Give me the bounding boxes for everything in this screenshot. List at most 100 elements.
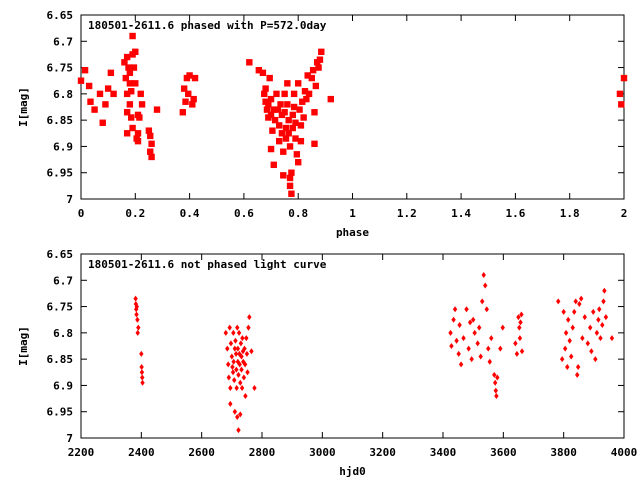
data-point (308, 74, 315, 82)
data-point (449, 343, 454, 349)
data-point (518, 319, 523, 326)
data-point (494, 392, 499, 399)
data-point (280, 172, 287, 179)
data-point (327, 95, 334, 103)
data-point (239, 385, 245, 392)
data-series (133, 272, 615, 434)
data-point (289, 111, 296, 119)
y-tick-label: 6.9 (53, 140, 73, 153)
data-point (139, 350, 144, 357)
data-point (240, 335, 245, 342)
data-point (594, 329, 600, 336)
data-point (573, 298, 578, 305)
data-point (136, 114, 143, 121)
data-point (134, 311, 139, 318)
data-point (235, 345, 241, 352)
data-point (262, 85, 269, 92)
x-tick-label: 4000 (611, 446, 638, 459)
data-point (475, 340, 480, 347)
data-point (231, 358, 236, 365)
data-point (517, 335, 523, 342)
data-point (290, 103, 298, 111)
data-point (132, 80, 139, 87)
x-tick-label: 0.6 (234, 207, 254, 220)
data-point (603, 314, 609, 321)
data-point (281, 109, 288, 116)
y-tick-label: 6.75 (47, 301, 74, 314)
y-tick-label: 6.95 (47, 406, 74, 419)
data-point (136, 324, 141, 331)
y-tick-label: 6.65 (47, 9, 74, 22)
data-point (456, 350, 461, 357)
data-point (585, 340, 590, 347)
data-point (237, 350, 242, 357)
y-tick-label: 6.85 (47, 353, 74, 366)
data-point (226, 361, 231, 368)
data-point (285, 130, 292, 137)
data-point (448, 329, 453, 336)
data-point (472, 329, 477, 336)
data-point (249, 348, 254, 355)
data-point (147, 132, 154, 140)
data-point (292, 135, 299, 142)
data-point (493, 387, 498, 394)
y-tick-label: 6.65 (47, 248, 74, 261)
data-point (285, 116, 292, 124)
data-point (516, 314, 521, 321)
data-point (486, 345, 491, 352)
data-point (575, 364, 581, 371)
data-point (295, 80, 302, 87)
data-point (519, 311, 524, 318)
chart-title: 180501-2611.6 phased with P=572.0day (88, 19, 327, 32)
data-point (565, 364, 570, 371)
x-tick-label: 1.4 (451, 207, 471, 220)
data-point (147, 148, 154, 155)
data-point (227, 324, 232, 331)
data-point (290, 90, 298, 98)
data-point (234, 366, 239, 373)
x-tick-label: 3400 (430, 446, 457, 459)
data-point (123, 109, 131, 116)
data-point (232, 408, 238, 415)
x-tick-label: 3200 (369, 446, 396, 459)
data-point (232, 345, 238, 352)
data-point (601, 298, 606, 305)
data-point (481, 272, 486, 279)
plot-frame (80, 253, 625, 439)
data-point (480, 298, 485, 305)
data-point (132, 48, 139, 55)
data-point (602, 287, 607, 294)
data-point (236, 329, 242, 336)
chart-title: 180501-2611.6 not phased light curve (88, 258, 327, 271)
data-point (288, 169, 295, 176)
data-point (275, 137, 283, 145)
y-tick-label: 7 (66, 193, 73, 206)
data-point (139, 369, 145, 376)
x-tick-label: 0 (78, 207, 85, 220)
data-point (267, 95, 275, 103)
data-point (232, 377, 237, 384)
data-point (265, 101, 272, 108)
data-point (582, 314, 587, 321)
data-point (233, 337, 238, 344)
data-point (229, 353, 235, 360)
data-point (269, 127, 276, 134)
x-tick-label: 0.2 (125, 207, 145, 220)
y-tick-label: 6.8 (53, 88, 73, 101)
data-point (242, 361, 248, 368)
data-point (316, 56, 324, 63)
data-point (189, 101, 196, 108)
data-point (87, 98, 94, 105)
data-point (286, 174, 294, 182)
data-point (487, 358, 492, 365)
data-point (126, 69, 134, 77)
data-point (238, 379, 243, 386)
x-tick-label: 1 (349, 207, 356, 220)
data-point (467, 319, 473, 326)
data-point (129, 32, 136, 40)
data-point (292, 119, 299, 126)
data-point (483, 282, 488, 289)
x-tick-label: 1.8 (560, 207, 580, 220)
x-tick-label: 2200 (68, 446, 95, 459)
